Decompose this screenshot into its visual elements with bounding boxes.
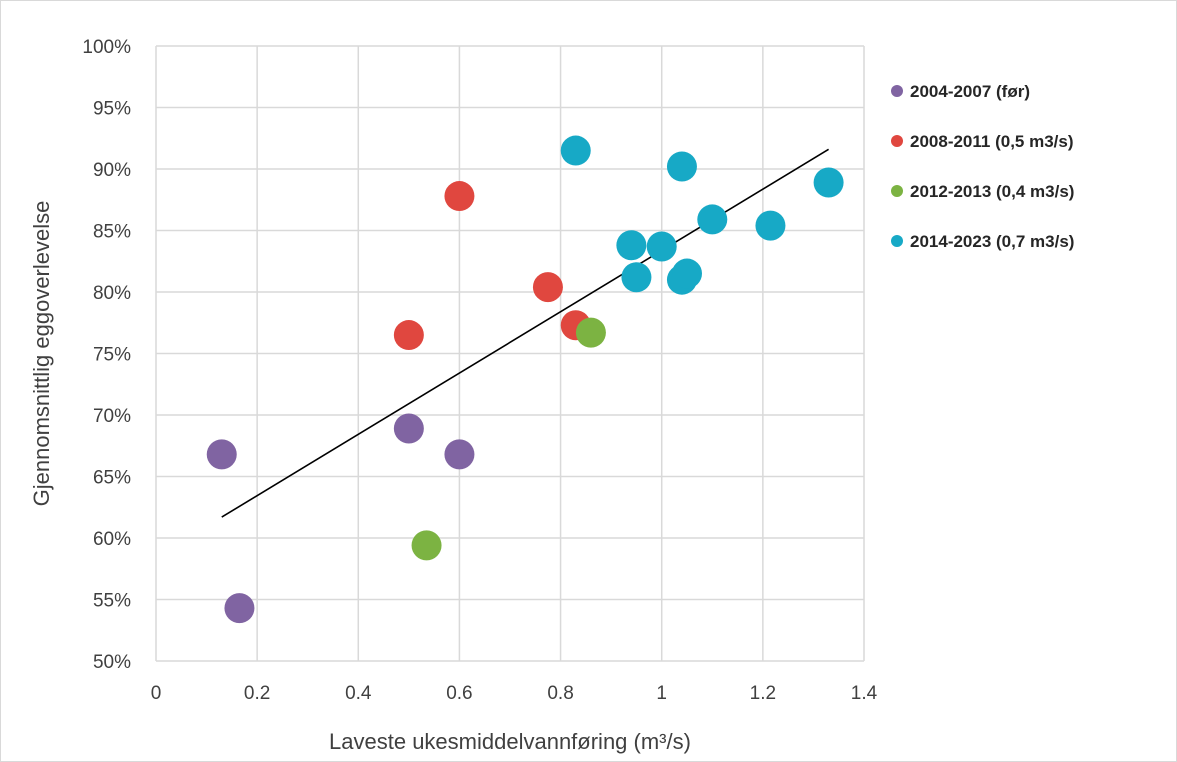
data-point: [813, 167, 844, 198]
legend-label: 2014-2023 (0,7 m3/s): [910, 232, 1074, 251]
legend-marker: [891, 185, 903, 197]
data-point: [621, 262, 652, 293]
x-tick-label: 1.4: [851, 683, 878, 704]
data-point: [393, 320, 424, 351]
x-tick-label: 1: [656, 683, 667, 704]
grid: [155, 45, 865, 662]
y-tick-label: 90%: [93, 160, 131, 181]
y-tick-label: 75%: [93, 345, 131, 366]
y-tick-label: 85%: [93, 222, 131, 243]
x-tick-label: 0.4: [345, 683, 372, 704]
data-point: [444, 439, 475, 470]
data-points: [206, 135, 844, 624]
y-tick-label: 55%: [93, 591, 131, 612]
x-tick-label: 0.8: [547, 683, 573, 704]
legend-marker: [891, 85, 903, 97]
data-point: [444, 181, 475, 212]
x-axis-title: Laveste ukesmiddelvannføring (m³/s): [329, 729, 691, 754]
y-tick-label: 60%: [93, 529, 131, 550]
x-tick-label: 0.6: [446, 683, 472, 704]
axes: 50% 55% 60% 65% 70% 75% 80% 85% 90% 95% 100% 0 0.2 0.…: [82, 37, 877, 704]
y-axis-title: Gjennomsnittlig eggoverlevelse: [29, 201, 54, 507]
y-tick-label: 50%: [93, 652, 131, 673]
data-point: [697, 204, 728, 235]
data-point: [755, 210, 786, 241]
y-tick-label: 65%: [93, 468, 131, 489]
data-point: [575, 317, 606, 348]
legend-label: 2008-2011 (0,5 m3/s): [910, 132, 1074, 151]
y-tick-label: 80%: [93, 283, 131, 304]
data-point: [532, 272, 563, 303]
y-tick-label: 70%: [93, 406, 131, 427]
trendline-layer: [221, 148, 830, 518]
data-point: [393, 413, 424, 444]
legend-label: 2012-2013 (0,4 m3/s): [910, 182, 1074, 201]
data-point: [646, 231, 677, 262]
data-point: [666, 151, 697, 182]
data-point: [616, 230, 647, 261]
data-point: [672, 258, 702, 289]
x-tick-label: 0: [151, 683, 162, 704]
y-tick-label: 100%: [82, 37, 131, 58]
legend-marker: [891, 135, 903, 147]
x-tick-label: 0.2: [244, 683, 270, 704]
data-point: [206, 439, 237, 470]
data-point: [411, 530, 442, 561]
data-point: [224, 593, 255, 624]
legend: 2004-2007 (før) 2008-2011 (0,5 m3/s) 2012-…: [891, 82, 1074, 251]
trendline: [221, 148, 830, 518]
x-tick-label: 1.2: [750, 683, 776, 704]
legend-marker: [891, 235, 903, 247]
data-point: [560, 135, 591, 166]
legend-label: 2004-2007 (før): [910, 82, 1030, 101]
y-tick-label: 95%: [93, 99, 131, 120]
